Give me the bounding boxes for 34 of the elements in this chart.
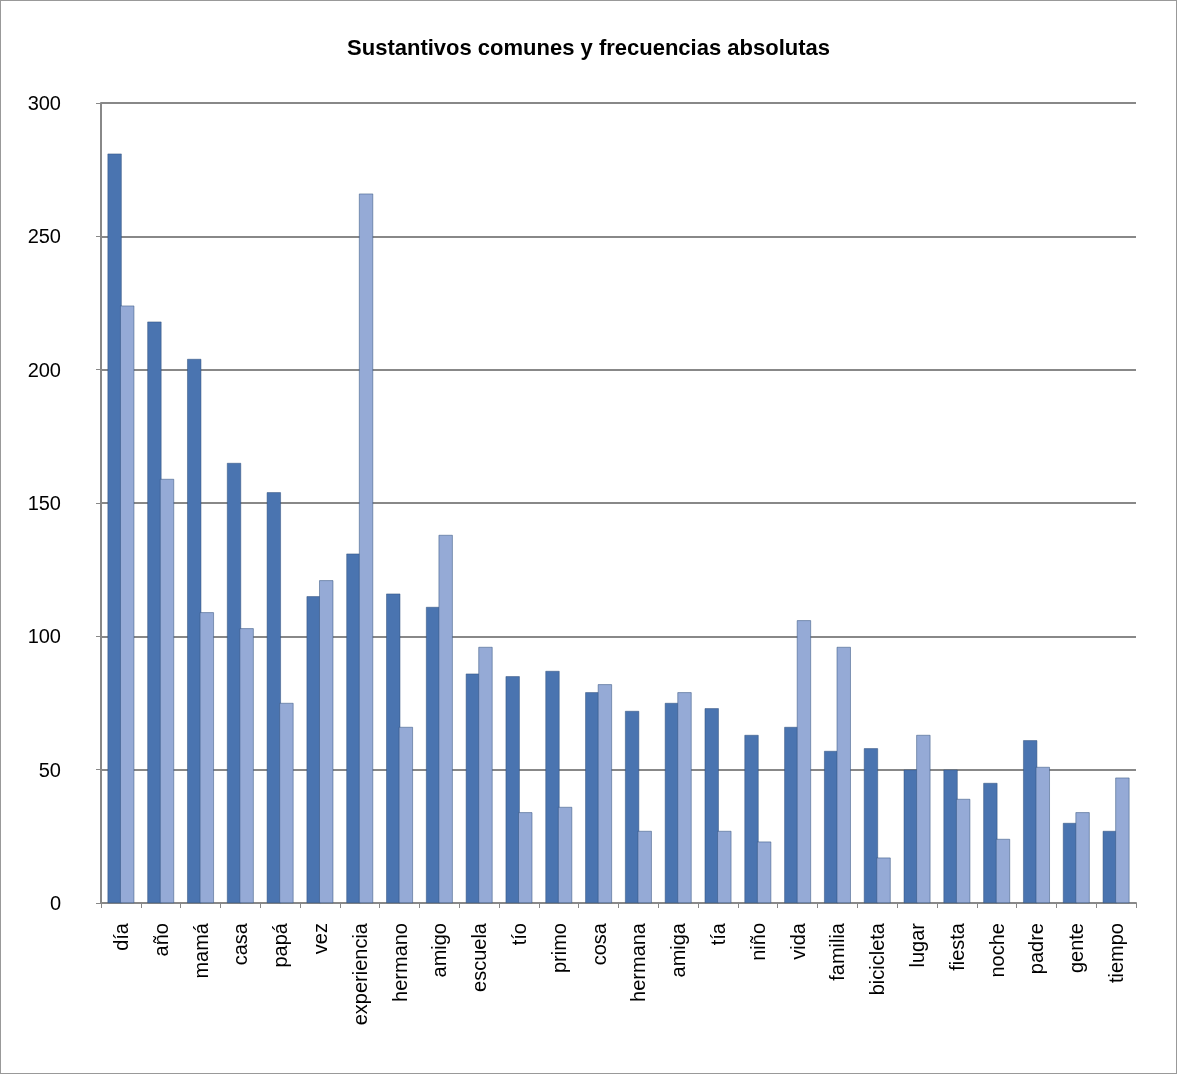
x-tick-label: primo	[547, 923, 570, 974]
x-tick-label: vez	[308, 923, 331, 955]
y-tick-label: 300	[27, 92, 61, 114]
y-tick-label: 50	[38, 758, 61, 781]
x-tick-label: tiempo	[1105, 923, 1128, 984]
x-tick-label: escuela	[468, 922, 491, 992]
y-tick-label: 200	[27, 358, 61, 381]
x-tick-label: familia	[826, 922, 849, 981]
x-tick-label: tío	[507, 923, 530, 946]
x-tick-label: tía	[707, 922, 730, 946]
x-tick-label: padre	[1025, 923, 1048, 975]
y-tick-label: 250	[27, 225, 61, 248]
x-tick-label: día	[109, 922, 132, 951]
x-tick-label: bicicleta	[866, 922, 889, 996]
x-tick-label: hermana	[627, 922, 650, 1002]
x-tick-label: experiencia	[348, 922, 371, 1026]
x-tick-label: niño	[746, 923, 769, 961]
x-tick-label: amigo	[428, 923, 451, 978]
x-tick-label: lugar	[906, 922, 929, 968]
x-tick-label: papá	[269, 922, 292, 968]
chart-title: Sustantivos comunes y frecuencias absolutas	[347, 34, 830, 60]
x-tick-label: año	[149, 923, 172, 957]
x-tick-label: hermano	[388, 923, 411, 1002]
x-tick-label: casa	[229, 922, 252, 966]
x-tick-label: mamá	[189, 922, 212, 979]
x-tick-label: cosa	[587, 922, 610, 966]
y-tick-label: 0	[49, 892, 61, 914]
y-tick-label: 100	[27, 625, 61, 648]
x-tick-label: vida	[786, 922, 809, 960]
y-tick-label: 150	[27, 492, 61, 514]
x-tick-label: noche	[985, 923, 1008, 978]
x-tick-label: fiesta	[945, 922, 968, 971]
x-tick-label: gente	[1065, 923, 1088, 974]
x-tick-label: amiga	[667, 922, 690, 978]
